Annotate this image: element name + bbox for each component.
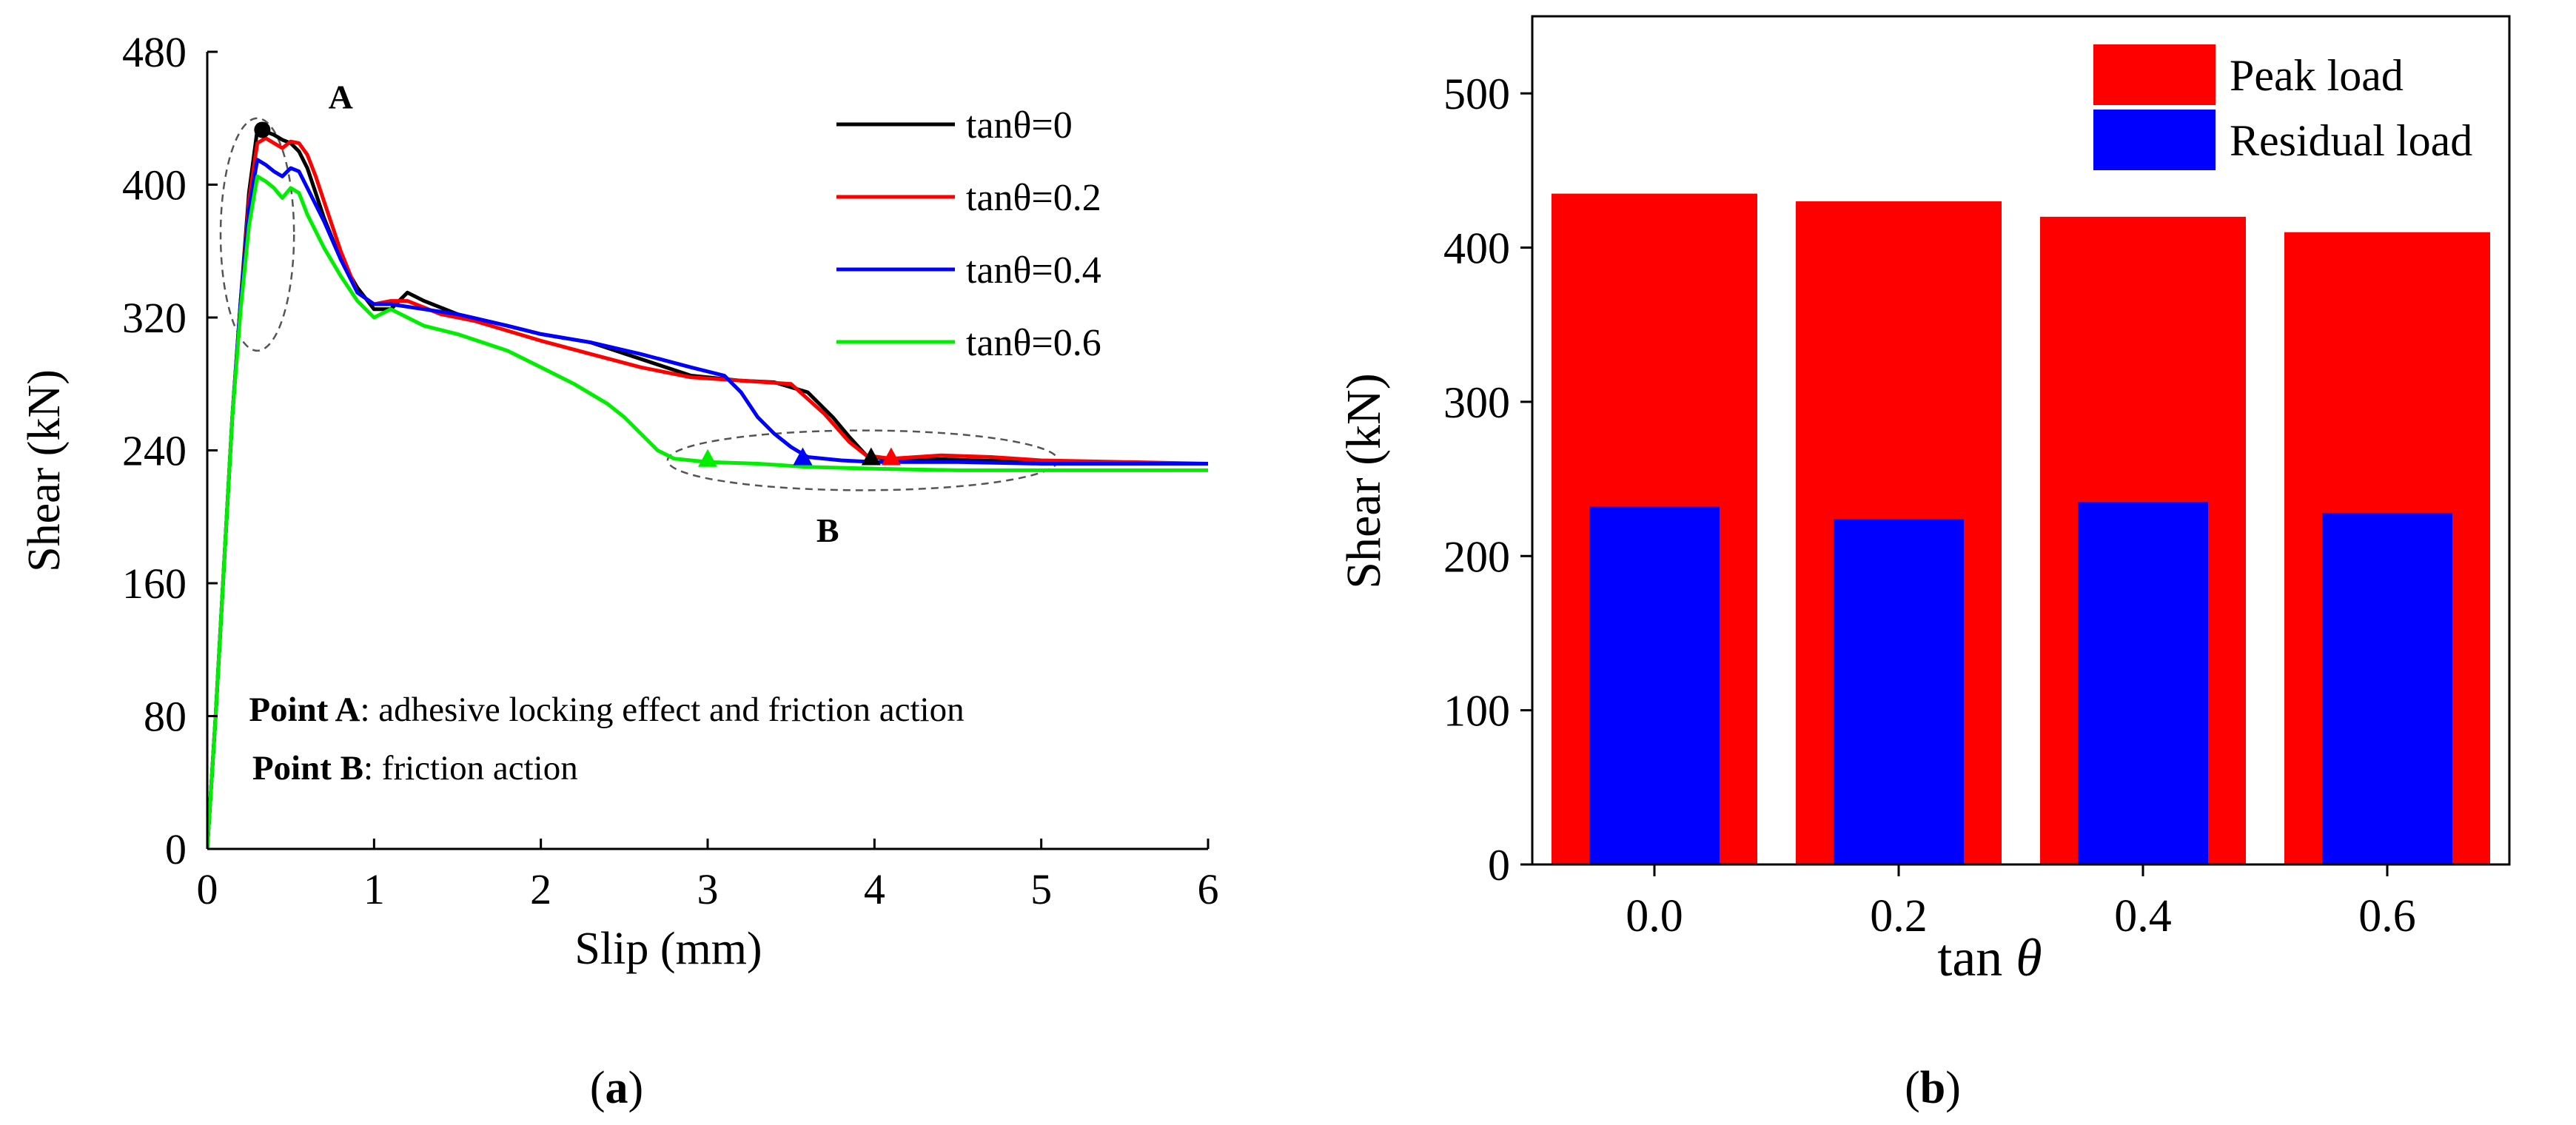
x-tick-label: 5 <box>1030 865 1052 913</box>
y-tick-label: 480 <box>122 28 187 76</box>
annotation-label-b: B <box>816 511 839 549</box>
panel-b-xlabel: tan θ <box>1937 928 2042 987</box>
series-line-tan-0-6 <box>207 174 1208 849</box>
residual-marker-tan-0 <box>861 447 881 466</box>
legend-label-tan-0-4: tanθ=0.4 <box>966 249 1101 292</box>
panel-a-line-chart: 0 80 160 240 320 400 480 0 1 2 3 4 5 6 tanθ=0 tanθ=0.2… <box>0 0 1232 1113</box>
x-tick-label: 2 <box>530 865 551 913</box>
legend-label-peak-load: Peak load <box>2230 51 2404 100</box>
x-tick-label: 3 <box>697 865 719 913</box>
annotation-label-a: A <box>329 78 353 116</box>
residual-marker-tan-0-2 <box>881 447 901 466</box>
panel-b-caption: (b) <box>1905 1063 1961 1113</box>
y-tick-label: 100 <box>1443 687 1510 736</box>
bar-residual-load-0-4 <box>2078 502 2208 864</box>
legend-label-tan-0: tanθ=0 <box>966 104 1073 147</box>
y-tick-label: 400 <box>1443 224 1510 273</box>
x-tick-label: 0 <box>197 865 218 913</box>
panel-b-plot-frame <box>1531 15 2511 866</box>
panel-a-caption-letter: a <box>606 1063 628 1113</box>
note-point-a: Point A: adhesive locking effect and fri… <box>249 691 964 729</box>
y-tick-label: 300 <box>1443 378 1510 427</box>
bar-residual-load-0-6 <box>2322 512 2452 864</box>
legend-label-tan-0-6: tanθ=0.6 <box>966 322 1101 364</box>
y-tick-label: 80 <box>144 693 187 741</box>
legend-label-tan-0-2: tanθ=0.2 <box>966 177 1101 219</box>
panel-b-xlabel-text: tan <box>1937 928 2016 987</box>
x-tick-label: 0.6 <box>2358 891 2416 941</box>
residual-marker-tan-0-4 <box>793 447 813 466</box>
y-tick-label: 320 <box>122 294 187 342</box>
residual-marker-tan-0-6 <box>698 449 717 467</box>
peak-marker-tan-0 <box>254 121 271 138</box>
note-bold: Point A <box>249 691 360 729</box>
note-bold: Point B <box>252 749 363 788</box>
series-line-tan-0-2 <box>207 136 1208 849</box>
legend-swatch-residual-load <box>2093 110 2216 170</box>
x-tick-label: 0.0 <box>1626 891 1683 941</box>
ellipse-a <box>219 117 295 352</box>
x-tick-label: 0.4 <box>2114 891 2172 941</box>
note-text: : adhesive locking effect and friction a… <box>360 691 965 729</box>
y-tick-label: 400 <box>122 161 187 209</box>
y-tick-label: 0 <box>1488 841 1510 890</box>
panel-a-background <box>0 0 1232 984</box>
y-tick-label: 0 <box>165 825 187 873</box>
note-text: : friction action <box>363 749 578 788</box>
x-tick-label: 0.2 <box>1870 891 1928 941</box>
y-tick-label: 200 <box>1443 532 1510 581</box>
x-tick-label: 1 <box>363 865 385 913</box>
x-tick-label: 6 <box>1198 865 1219 913</box>
panel-a-caption: (a) <box>590 1063 643 1113</box>
y-tick-label: 500 <box>1443 70 1510 118</box>
panel-b-caption-letter: b <box>1920 1063 1945 1113</box>
legend-label-residual-load: Residual load <box>2230 116 2472 165</box>
y-tick-label: 160 <box>122 560 187 608</box>
note-point-b: Point B: friction action <box>252 749 578 788</box>
panel-b-ylabel: Shear (kN) <box>1337 373 1391 588</box>
bar-residual-load-0-0 <box>1589 506 1720 864</box>
bar-residual-load-0-2 <box>1834 519 1964 864</box>
y-tick-label: 240 <box>122 427 187 475</box>
legend-swatch-peak-load <box>2093 44 2216 105</box>
panel-a-ylabel: Shear (kN) <box>19 369 70 572</box>
panel-a-xlabel: Slip (mm) <box>574 924 762 974</box>
panel-b-bar-chart: 0 100 200 300 400 500 0.0 0.2 0.4 0.6 Peak load Re… <box>1314 15 2557 1113</box>
panel-b-xlabel-symbol: θ <box>2016 928 2042 987</box>
x-tick-label: 4 <box>864 865 885 913</box>
